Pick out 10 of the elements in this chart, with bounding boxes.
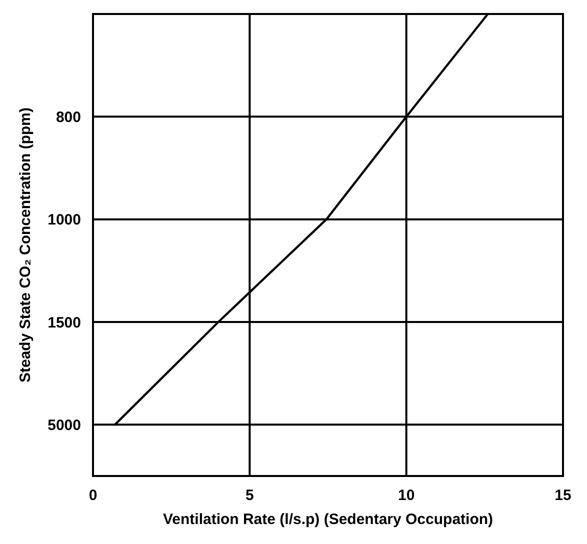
x-tick-label: 10 (398, 487, 415, 504)
y-tick-label: 1000 (48, 212, 81, 229)
x-tick-label: 5 (245, 487, 254, 504)
x-axis-title: Ventilation Rate (l/s.p) (Sedentary Occupation) (162, 511, 494, 528)
y-axis-title: Steady State CO₂ Concentration (ppm) (17, 107, 34, 383)
x-tick-label: 15 (554, 487, 572, 504)
y-tick-label: 1500 (48, 314, 81, 332)
x-tick-label: 0 (88, 487, 98, 504)
y-tick-label: 800 (56, 108, 81, 126)
y-tick-label: 5000 (48, 416, 81, 434)
